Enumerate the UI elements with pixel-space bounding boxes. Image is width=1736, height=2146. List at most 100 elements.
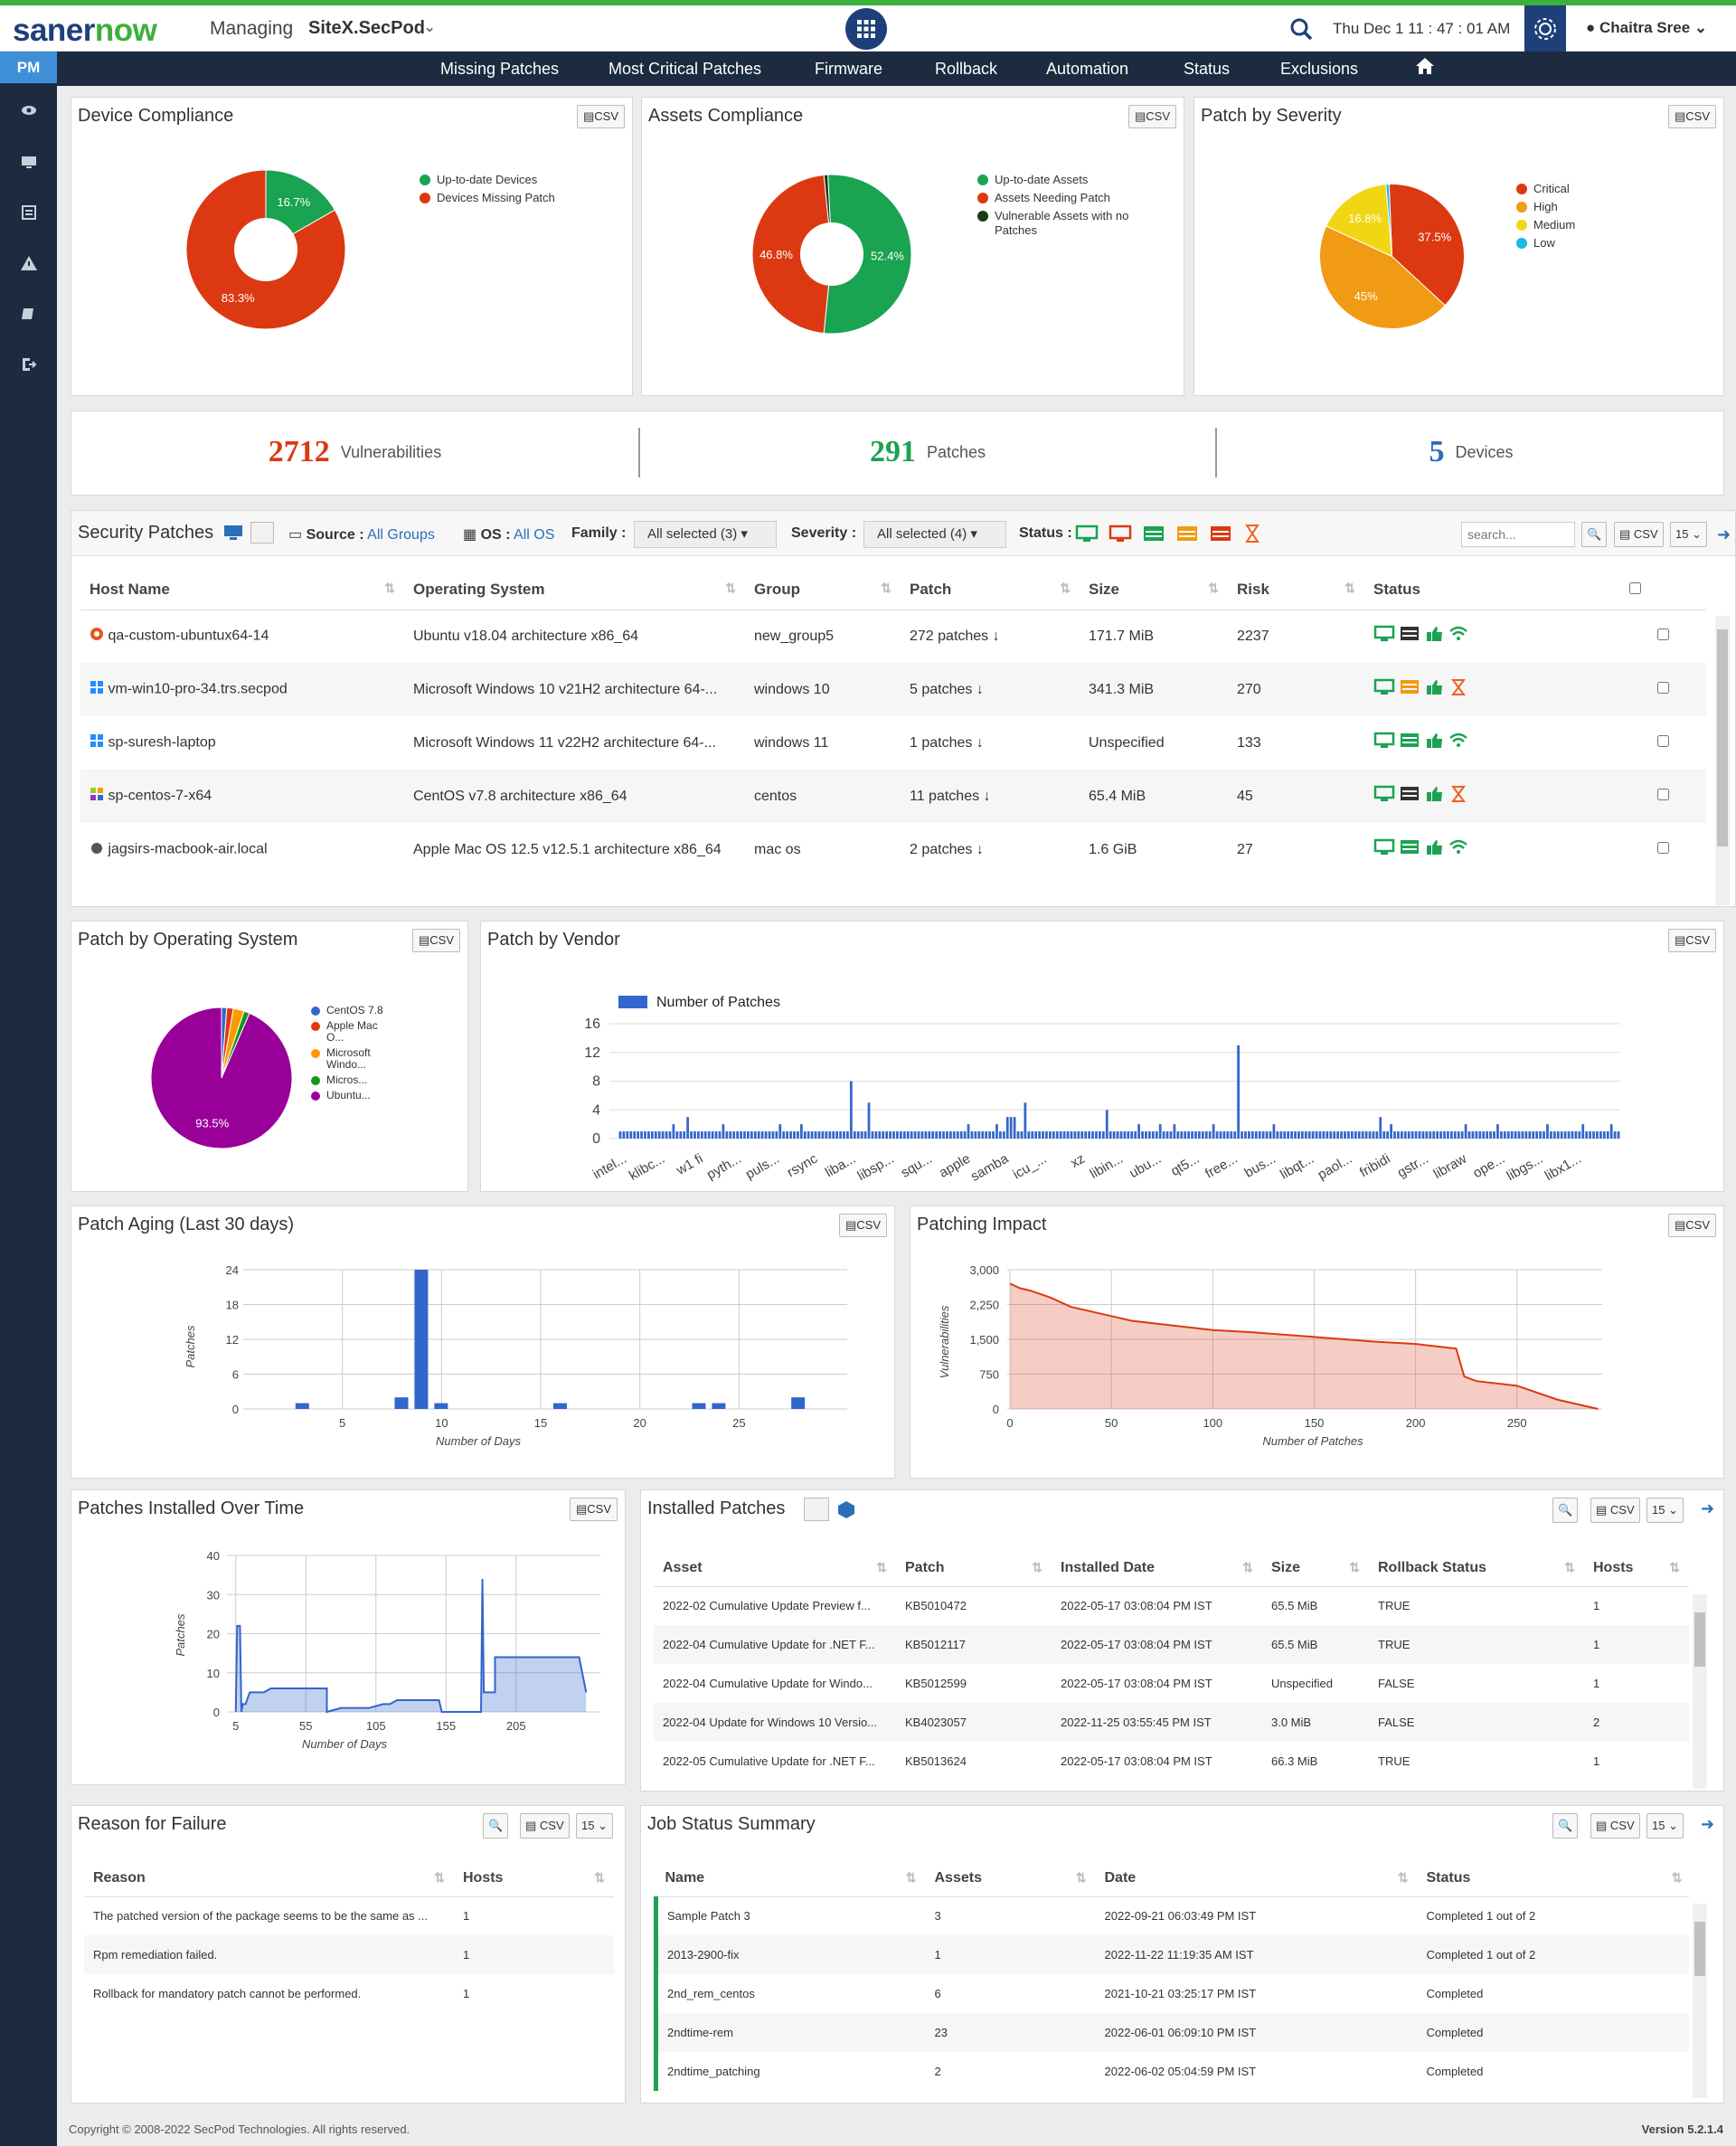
bar[interactable] — [707, 1131, 711, 1139]
bar[interactable] — [917, 1131, 920, 1139]
bar[interactable] — [1137, 1124, 1140, 1139]
bar[interactable] — [1187, 1131, 1190, 1139]
select-all-checkbox[interactable] — [1620, 570, 1706, 610]
bar[interactable] — [1340, 1131, 1343, 1139]
row-checkbox[interactable] — [1620, 716, 1706, 770]
bar[interactable] — [633, 1131, 637, 1139]
bar[interactable] — [626, 1131, 629, 1139]
bar[interactable] — [1244, 1131, 1247, 1139]
pie-slice[interactable] — [1388, 184, 1465, 307]
bar[interactable] — [1184, 1131, 1187, 1139]
bar[interactable] — [1237, 1045, 1240, 1139]
bar[interactable] — [683, 1131, 686, 1139]
bar[interactable] — [1368, 1131, 1372, 1139]
bar[interactable] — [931, 1131, 935, 1139]
chevron-down-icon[interactable]: ⌄ — [423, 18, 437, 35]
csv-button[interactable]: ▤ CSV — [1590, 1498, 1640, 1523]
bar[interactable] — [718, 1131, 722, 1139]
bar[interactable] — [1560, 1131, 1563, 1139]
bar[interactable] — [1276, 1131, 1279, 1139]
bar[interactable] — [1297, 1131, 1300, 1139]
hosts-cell[interactable]: 1 — [1593, 1677, 1600, 1690]
patch-count-cell[interactable]: 5 patches ↓ — [901, 663, 1080, 716]
bar[interactable] — [1134, 1131, 1137, 1139]
bar[interactable] — [711, 1131, 714, 1139]
hosts-cell[interactable]: 2 — [1584, 1703, 1689, 1742]
bar[interactable] — [1315, 1131, 1318, 1139]
bar[interactable] — [1254, 1131, 1258, 1139]
bar[interactable] — [1372, 1131, 1375, 1139]
bar[interactable] — [846, 1131, 849, 1139]
bar[interactable] — [892, 1131, 895, 1139]
bar[interactable] — [729, 1131, 732, 1139]
bar[interactable] — [1550, 1131, 1552, 1139]
bar[interactable] — [1208, 1131, 1212, 1139]
bar[interactable] — [988, 1131, 991, 1139]
bar[interactable] — [1073, 1131, 1077, 1139]
bar[interactable] — [1500, 1131, 1503, 1139]
bar[interactable] — [878, 1131, 882, 1139]
bar[interactable] — [985, 1131, 988, 1139]
bar[interactable] — [1173, 1124, 1176, 1139]
bar[interactable] — [1333, 1131, 1336, 1139]
col-operating-system[interactable]: Operating System ⇅ — [404, 570, 745, 610]
bar[interactable] — [1055, 1131, 1059, 1139]
bar[interactable] — [1304, 1131, 1307, 1139]
hosts-cell[interactable]: 1 — [454, 1935, 614, 1974]
bar[interactable] — [622, 1131, 626, 1139]
bar[interactable] — [1464, 1124, 1467, 1139]
bar[interactable] — [768, 1131, 771, 1139]
nav-missing-patches[interactable]: Missing Patches — [440, 60, 560, 78]
bar[interactable] — [1141, 1131, 1144, 1139]
bar[interactable] — [1329, 1131, 1333, 1139]
bar[interactable] — [1180, 1131, 1184, 1139]
bar[interactable] — [863, 1131, 867, 1139]
bar[interactable] — [1410, 1131, 1414, 1139]
book-icon[interactable] — [20, 305, 38, 323]
export-icon[interactable]: ➜ — [1717, 525, 1731, 544]
bar[interactable] — [939, 1131, 941, 1139]
bar[interactable] — [1318, 1131, 1322, 1139]
bar[interactable] — [1279, 1131, 1283, 1139]
bar[interactable] — [1027, 1131, 1031, 1139]
bar[interactable] — [789, 1131, 792, 1139]
kpi-devices[interactable]: 5 Devices — [1429, 435, 1514, 468]
bar[interactable] — [1294, 1131, 1297, 1139]
bar[interactable] — [672, 1124, 675, 1139]
bar[interactable] — [828, 1131, 832, 1139]
pie-slice[interactable] — [823, 174, 912, 335]
col-rollback-status[interactable]: Rollback Status ⇅ — [1369, 1550, 1584, 1587]
bar[interactable] — [1539, 1131, 1542, 1139]
bar[interactable] — [1382, 1131, 1386, 1139]
app-grid-icon[interactable] — [845, 8, 887, 50]
bar[interactable] — [1162, 1131, 1165, 1139]
bar[interactable] — [1066, 1131, 1070, 1139]
monitor-icon[interactable] — [20, 153, 38, 171]
row-checkbox[interactable] — [1620, 610, 1706, 663]
settings-gear-icon[interactable] — [1524, 5, 1566, 52]
bar[interactable] — [414, 1270, 429, 1409]
bar[interactable] — [963, 1131, 967, 1139]
bar[interactable] — [1471, 1131, 1475, 1139]
bar[interactable] — [1311, 1131, 1315, 1139]
bar[interactable] — [1489, 1131, 1492, 1139]
bar[interactable] — [1127, 1131, 1130, 1139]
col-name[interactable]: Name ⇅ — [656, 1860, 926, 1897]
bar[interactable] — [1158, 1124, 1162, 1139]
csv-button[interactable]: CSV — [1667, 929, 1716, 952]
bar[interactable] — [736, 1131, 739, 1139]
name-cell[interactable]: Sample Patch 3 — [654, 1896, 926, 1935]
bar[interactable] — [1215, 1131, 1219, 1139]
risk-cell[interactable]: 2237 — [1237, 628, 1269, 644]
bar[interactable] — [810, 1131, 814, 1139]
assets-cell[interactable]: 3 — [934, 1909, 941, 1924]
bar[interactable] — [835, 1131, 839, 1139]
bar[interactable] — [1344, 1131, 1346, 1139]
assets-cell[interactable]: 23 — [925, 2013, 1096, 2052]
csv-button[interactable]: CSV — [1667, 1214, 1716, 1237]
nav-most-critical-patches[interactable]: Most Critical Patches — [609, 60, 762, 78]
cube-view-icon[interactable] — [250, 522, 274, 544]
bar[interactable] — [793, 1131, 796, 1139]
assets-cell[interactable]: 1 — [925, 1935, 1096, 1974]
bar[interactable] — [654, 1131, 657, 1139]
